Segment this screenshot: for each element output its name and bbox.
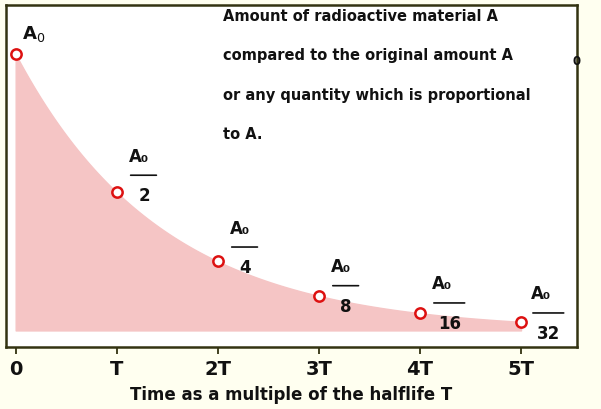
X-axis label: Time as a multiple of the halflife T: Time as a multiple of the halflife T xyxy=(130,386,452,403)
Text: or any quantity which is proportional: or any quantity which is proportional xyxy=(222,88,530,103)
Text: A$_0$: A$_0$ xyxy=(22,24,45,44)
Text: A₀: A₀ xyxy=(331,258,351,276)
Text: A₀: A₀ xyxy=(230,219,250,237)
Text: to A.: to A. xyxy=(222,127,262,142)
Text: 2: 2 xyxy=(138,187,150,205)
Text: 32: 32 xyxy=(537,324,560,342)
Text: compared to the original amount A: compared to the original amount A xyxy=(222,48,513,63)
Text: A₀: A₀ xyxy=(531,285,551,303)
Text: 8: 8 xyxy=(340,297,352,315)
Text: 4: 4 xyxy=(239,258,251,276)
Point xyxy=(415,310,425,317)
Point xyxy=(213,258,222,265)
Point xyxy=(11,52,20,58)
Point xyxy=(112,190,121,196)
Text: A₀: A₀ xyxy=(129,147,149,165)
Point xyxy=(314,293,324,299)
Text: Amount of radioactive material A: Amount of radioactive material A xyxy=(222,9,498,24)
Text: A₀: A₀ xyxy=(432,275,452,293)
Point xyxy=(516,319,526,325)
Text: 16: 16 xyxy=(438,314,461,332)
Text: 0: 0 xyxy=(572,55,580,68)
